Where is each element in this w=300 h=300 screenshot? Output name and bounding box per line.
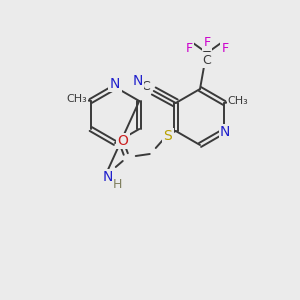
Text: C: C (202, 53, 211, 67)
Text: N: N (110, 77, 120, 91)
Text: F: F (221, 43, 229, 56)
Text: N: N (133, 74, 143, 88)
Text: C: C (141, 80, 150, 92)
Text: N: N (220, 125, 230, 139)
Text: S: S (164, 129, 172, 143)
Text: O: O (117, 134, 128, 148)
Text: F: F (185, 43, 193, 56)
Text: CH₃: CH₃ (66, 94, 87, 104)
Text: N: N (103, 170, 113, 184)
Text: H: H (113, 178, 122, 191)
Text: CH₃: CH₃ (228, 96, 249, 106)
Text: F: F (203, 37, 211, 50)
